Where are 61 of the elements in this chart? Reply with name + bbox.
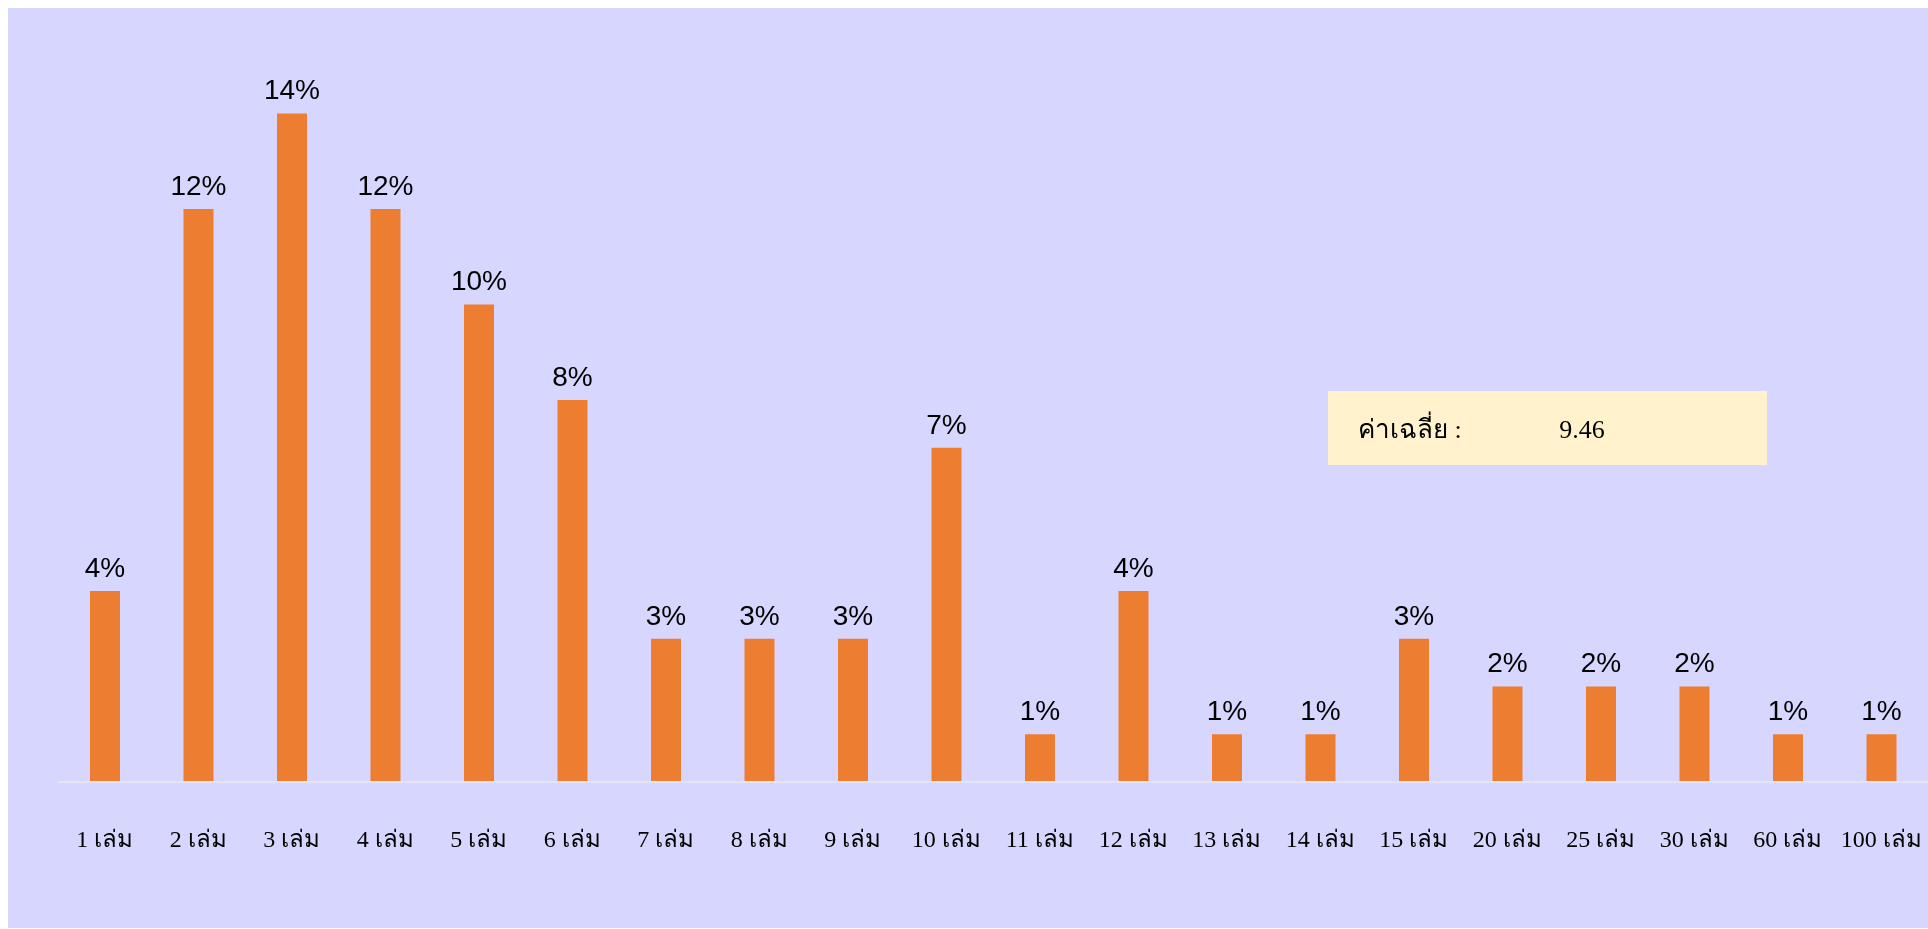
bar — [1118, 590, 1149, 782]
data-label: 1% — [1019, 695, 1061, 727]
bar — [1866, 734, 1897, 782]
data-label: 4% — [1113, 551, 1154, 583]
x-tick-label: 4 เล่ม — [356, 826, 414, 853]
data-label: 4% — [84, 551, 126, 583]
x-tick-label: 60 เล่ม — [1753, 826, 1823, 853]
x-tick-label: 10 เล่ม — [911, 826, 981, 853]
data-label: 7% — [926, 408, 967, 440]
bar — [744, 638, 775, 782]
bar — [90, 590, 120, 782]
data-label: 3% — [832, 599, 874, 631]
x-tick-label: 6 เล่ม — [543, 826, 601, 853]
note-box: ค่าเฉลี่ย : 9.46 — [1328, 391, 1767, 465]
bar — [1025, 734, 1055, 782]
bar — [464, 304, 494, 782]
bar — [1305, 734, 1336, 782]
x-tick-label: 3 เล่ม — [263, 826, 321, 853]
x-tick-label: 9 เล่ม — [824, 826, 882, 853]
x-tick-label: 2 เล่ม — [169, 826, 227, 853]
bar — [1679, 686, 1710, 782]
data-label: 2% — [1674, 647, 1715, 679]
data-label: 14% — [263, 74, 321, 106]
data-label: 3% — [1393, 599, 1435, 631]
bar — [1586, 686, 1616, 782]
x-tick-label: 7 เล่ม — [637, 826, 695, 853]
x-tick-label: 30 เล่ม — [1659, 826, 1729, 853]
data-label: 3% — [739, 599, 780, 631]
bar — [1212, 734, 1242, 782]
bar — [557, 399, 588, 782]
x-tick-label: 5 เล่ม — [450, 826, 508, 853]
x-tick-label: 13 เล่ม — [1192, 826, 1262, 853]
x-tick-label: 11 เล่ม — [1005, 826, 1074, 853]
bar — [651, 638, 681, 782]
x-tick-label: 1 เล่ม — [76, 826, 134, 853]
data-label: 12% — [357, 169, 414, 201]
bar — [370, 208, 401, 782]
bar — [183, 208, 214, 782]
bar — [838, 638, 868, 782]
x-tick-label: 20 เล่ม — [1472, 826, 1542, 853]
data-label: 2% — [1580, 647, 1622, 679]
data-label: 1% — [1206, 695, 1248, 727]
x-tick-label: 100 เล่ม — [1840, 826, 1922, 853]
bar — [1492, 686, 1523, 782]
x-tick-label: 25 เล่ม — [1566, 826, 1636, 853]
data-label: 8% — [552, 360, 593, 392]
x-tick-label: 8 เล่ม — [730, 826, 788, 853]
data-label: 12% — [170, 169, 227, 201]
data-label: 3% — [645, 599, 687, 631]
data-label: 1% — [1861, 695, 1902, 727]
bar — [1399, 638, 1429, 782]
data-label: 2% — [1487, 647, 1528, 679]
data-label: 10% — [450, 265, 508, 297]
x-tick-label: 14 เล่ม — [1285, 826, 1355, 853]
data-label: 1% — [1767, 695, 1809, 727]
bar — [931, 447, 962, 782]
data-label: 1% — [1300, 695, 1341, 727]
x-tick-label: 15 เล่ม — [1379, 826, 1449, 853]
bar — [277, 113, 307, 782]
bar — [1773, 734, 1803, 782]
x-tick-label: 12 เล่ม — [1098, 826, 1168, 853]
